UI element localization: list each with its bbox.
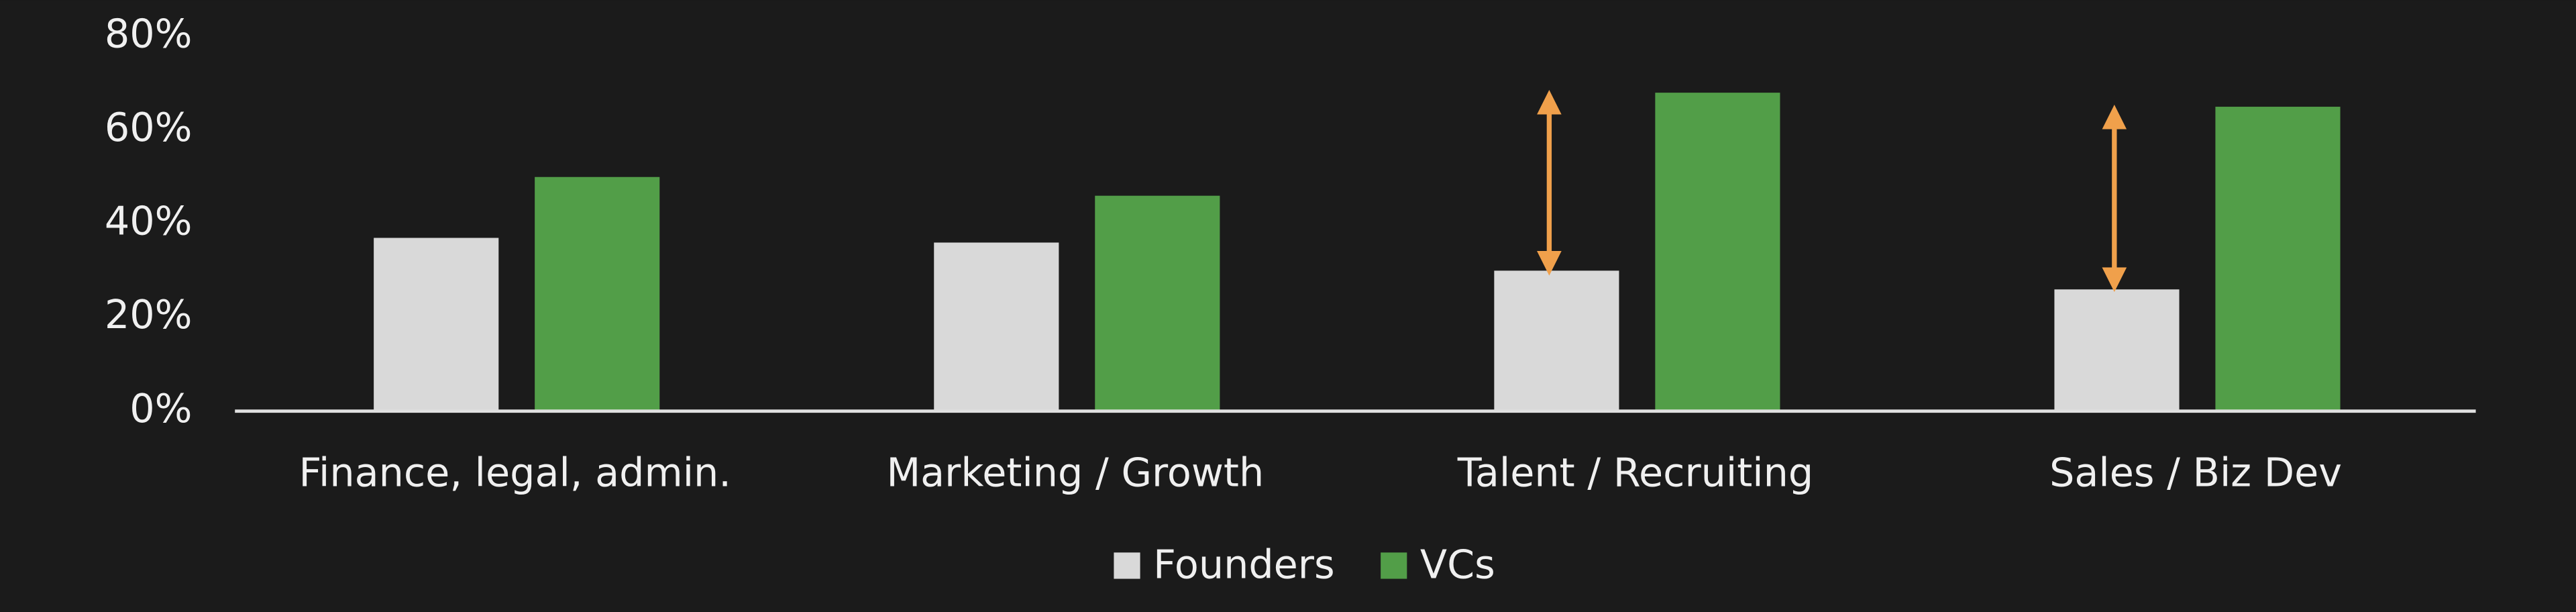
bar — [1655, 93, 1780, 411]
bar — [2054, 289, 2180, 411]
x-tick-label: Sales / Biz Dev — [2049, 449, 2342, 495]
legend-label: VCs — [1420, 541, 1495, 587]
bar — [1095, 195, 1220, 411]
x-tick-label: Talent / Recruiting — [1457, 449, 1813, 495]
plot-area: 0% 20% 40% 60% 80% Finance, legal, admin. Mark… — [105, 10, 2476, 588]
legend-swatch — [1114, 552, 1140, 579]
bar — [374, 238, 499, 411]
legend-swatch — [1381, 552, 1407, 579]
y-tick-label: 60% — [105, 104, 193, 150]
legend-label: Founders — [1153, 541, 1334, 587]
y-tick-label: 20% — [105, 291, 193, 338]
bar — [535, 176, 660, 411]
y-tick-label: 40% — [105, 198, 193, 244]
bar — [1494, 270, 1619, 411]
legend: Founders VCs — [1114, 541, 1495, 588]
x-tick-label: Finance, legal, admin. — [299, 449, 731, 495]
bar — [934, 242, 1059, 411]
y-tick-label: 80% — [105, 10, 193, 56]
y-tick-label: 0% — [129, 385, 192, 431]
x-tick-label: Marketing / Growth — [886, 449, 1264, 495]
bar — [2215, 107, 2341, 411]
